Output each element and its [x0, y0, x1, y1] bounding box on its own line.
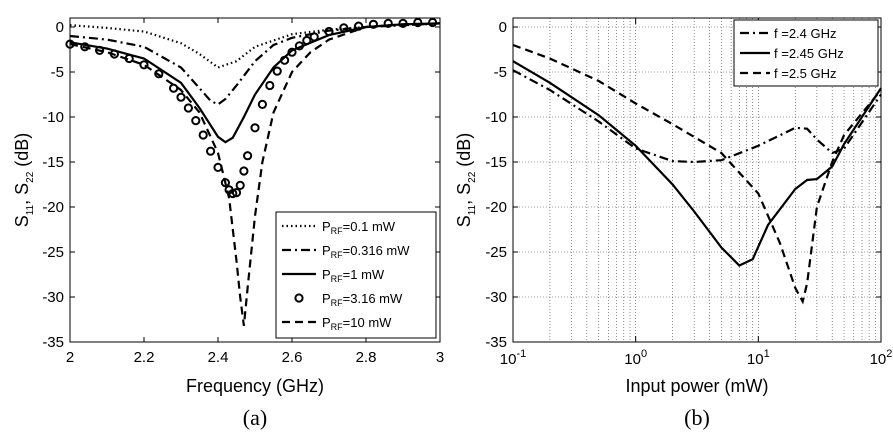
- b-series-0-line: [512, 69, 882, 164]
- legend-b: f =2.4 GHz f =2.45 GHz f =2.5 GHz: [733, 19, 879, 87]
- a-series-3-point: [309, 32, 319, 42]
- legend-marker: [294, 293, 304, 303]
- a-series-4-line: [69, 22, 441, 326]
- a-series-3-point: [287, 47, 297, 57]
- a-xtick-label: 2: [66, 349, 74, 366]
- a-series-3-point: [139, 60, 149, 70]
- legend-label: f =2.45 GHz: [774, 46, 844, 61]
- panel-caption-b: (b): [684, 405, 710, 430]
- legend-label: PRF=3.16 mW: [322, 291, 403, 308]
- legend-label: PRF=0.316 mW: [322, 243, 410, 260]
- a-series-3-point: [413, 17, 423, 28]
- a-xtick-label: 2.6: [282, 349, 303, 366]
- b-ytick-label: -20: [485, 199, 507, 216]
- legend-label: f =2.5 GHz: [774, 66, 837, 81]
- legend-label: f =2.4 GHz: [774, 26, 837, 41]
- legend-entry-a: PRF=10 mW: [282, 315, 392, 332]
- a-series-3-point: [176, 92, 186, 102]
- y-axis-label-a: S11, S22 (dB): [12, 133, 36, 228]
- a-ytick-label: -15: [42, 154, 64, 171]
- a-series-3-point: [183, 103, 193, 113]
- a-series-0-line: [69, 22, 441, 69]
- a-series-3-point: [250, 123, 260, 133]
- a-series-3-point: [198, 130, 208, 140]
- legend-entry-b: f =2.4 GHz: [740, 26, 837, 41]
- b-ytick-label: -15: [485, 154, 507, 171]
- a-ytick-label: -5: [51, 64, 64, 81]
- legend-entry-b: f =2.5 GHz: [740, 66, 837, 81]
- b-ytick-label: -5: [494, 64, 507, 81]
- a-series-3-point: [383, 18, 393, 28]
- a-ytick-label: -10: [42, 109, 64, 126]
- axis-ticks-a: 0 -5 -10 -15 -20 -25 -30 -352 2.2 2.4 2.6 2.8 3: [42, 18, 444, 366]
- legend-label: PRF=1 mW: [322, 267, 385, 284]
- chart-panel-a: 0 -5 -10 -15 -20 -25 -30 -352 2.2 2.4 2.6 2.8 3 PRF=…: [12, 17, 444, 430]
- b-ytick-label: 0: [499, 19, 507, 36]
- a-series-3-point: [154, 69, 164, 79]
- a-series-3-point: [239, 166, 249, 176]
- a-series-3-point: [354, 21, 364, 31]
- plot-frame-a: [69, 17, 441, 343]
- a-series-3-point: [257, 99, 267, 110]
- a-series-3-point: [294, 41, 304, 51]
- a-series-3-point: [265, 80, 275, 91]
- a-series-3-point: [368, 19, 378, 29]
- a-ytick-label: -35: [42, 334, 64, 351]
- a-series-3-point: [206, 146, 216, 156]
- a-ytick-label: -25: [42, 244, 64, 261]
- a-ytick-label: 0: [56, 19, 64, 36]
- a-series-2-line: [69, 22, 441, 144]
- b-xtick-label: 102: [870, 348, 893, 368]
- plot-frame-b: [512, 17, 882, 343]
- a-series-3-point: [324, 26, 334, 37]
- legend-entry-a: PRF=0.1 mW: [282, 219, 396, 236]
- a-xtick-label: 2.2: [134, 349, 155, 366]
- legend-entry-b: f =2.45 GHz: [740, 46, 844, 61]
- b-ytick-label: -30: [485, 289, 507, 306]
- b-series-2-line: [512, 43, 882, 305]
- legend-label: PRF=0.1 mW: [322, 219, 396, 236]
- a-ytick-label: -20: [42, 199, 64, 216]
- a-series-3-point: [428, 17, 438, 28]
- y-axis-label-b: S11, S22 (dB): [454, 133, 478, 228]
- panel-caption-a: (a): [243, 405, 267, 430]
- series-group-b: [512, 43, 882, 305]
- a-series-3-point: [191, 116, 201, 126]
- legend-entry-a: PRF=1 mW: [282, 267, 385, 284]
- x-axis-label-a: Frequency (GHz): [186, 376, 324, 396]
- a-ytick-label: -30: [42, 289, 64, 306]
- b-xtick-label: 10-1: [500, 348, 526, 368]
- b-xtick-label: 101: [747, 348, 770, 368]
- b-ytick-label: -10: [485, 109, 507, 126]
- b-ytick-label: -25: [485, 244, 507, 261]
- a-series-3-point: [302, 35, 312, 46]
- a-series-3-point: [280, 55, 290, 65]
- legend-a: PRF=0.1 mW PRF=0.316 mW PRF=1 mW PRF=3.16 m…: [275, 211, 437, 339]
- a-series-3-point: [235, 180, 245, 190]
- a-series-3-point: [339, 23, 349, 33]
- legend-entry-a: PRF=0.316 mW: [282, 243, 410, 260]
- a-series-3-point: [231, 188, 242, 198]
- series-group-a: [65, 17, 441, 326]
- a-xtick-label: 3: [436, 349, 444, 366]
- a-xtick-label: 2.8: [356, 349, 377, 366]
- x-axis-label-b: Input power (mW): [625, 376, 768, 396]
- b-xtick-label: 100: [624, 348, 647, 368]
- b-ytick-label: -35: [485, 334, 507, 351]
- a-series-3-point: [272, 66, 282, 76]
- legend-label: PRF=10 mW: [322, 315, 392, 332]
- a-series-3-point: [80, 42, 90, 52]
- a-xtick-label: 2.4: [208, 349, 229, 366]
- legend-entry-a: PRF=3.16 mW: [294, 291, 403, 308]
- a-series-3-point: [243, 151, 253, 161]
- b-series-1-line: [512, 60, 882, 267]
